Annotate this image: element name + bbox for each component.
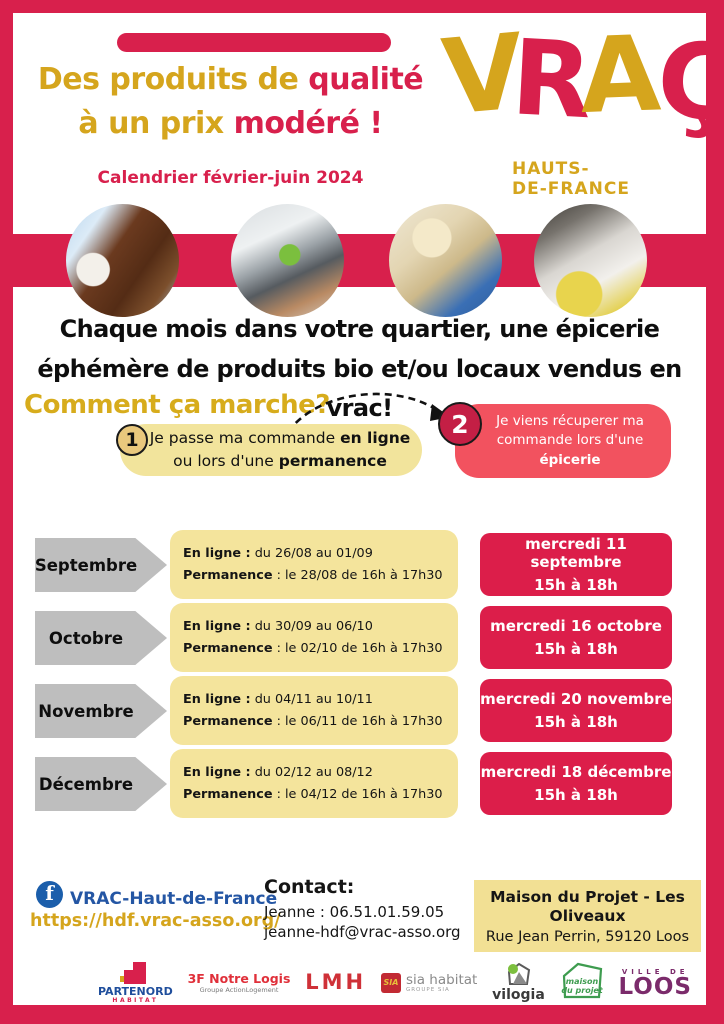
logo-3f-notre-logis: 3F Notre Logis Groupe ActionLogement (187, 970, 291, 995)
order-info-box: En ligne : du 26/08 au 01/09 Permanence … (170, 530, 458, 599)
month-label-arrow: Septembre (35, 538, 167, 592)
decorative-red-pill (117, 33, 391, 52)
contact-email[interactable]: jeanne-hdf@vrac-asso.org (264, 923, 461, 942)
epicerie-date-box: mercredi 11 septembre 15h à 18h (480, 533, 672, 596)
calendar-row-decembre: Décembre En ligne : du 02/12 au 08/12 Pe… (35, 749, 675, 818)
epicerie-date-box: mercredi 16 octobre 15h à 18h (480, 606, 672, 669)
logo-partenord-habitat: PARTENORD HABITAT (98, 961, 173, 1005)
page-title: Des produits de qualité à un prix modéré… (18, 58, 443, 145)
photo-oil-pouring (534, 204, 647, 317)
frame-left-bar (0, 0, 13, 1024)
step1-number-badge: 1 (116, 424, 148, 456)
logo-maison-du-projet: maison du projet (560, 962, 604, 1004)
calendar-table: Septembre En ligne : du 26/08 au 01/09 P… (35, 530, 675, 822)
frame-top-bar (0, 0, 724, 13)
contact-heading: Contact: (264, 876, 355, 898)
calendar-row-novembre: Novembre En ligne : du 04/11 au 10/11 Pe… (35, 676, 675, 745)
photo-green-funnel-refill (231, 204, 344, 317)
logo-ville-de-loos: VILLE DE LOOS (618, 967, 692, 1000)
svg-text:du projet: du projet (561, 986, 604, 995)
logo-sia-habitat: SIA sia habitat GROUPE SIA (380, 972, 477, 994)
address-box: Maison du Projet - Les Oliveaux Rue Jean… (474, 880, 701, 952)
logo-vilogia: vilogia (492, 962, 545, 1004)
how-it-works-heading: Comment ça marche? (24, 390, 330, 420)
frame-right-bar (706, 0, 724, 1024)
contact-block: Contact: Jeanne : 06.51.01.59.05 jeanne-… (264, 876, 461, 943)
partner-logos-row: PARTENORD HABITAT 3F Notre Logis Groupe … (98, 958, 692, 1008)
website-link[interactable]: https://hdf.vrac-asso.org/ (30, 911, 281, 931)
step1-bubble: Je passe ma commande en ligne ou lors d'… (120, 424, 422, 476)
order-info-box: En ligne : du 30/09 au 06/10 Permanence … (170, 603, 458, 672)
maison-du-projet-house-icon: maison du projet (561, 963, 604, 999)
calendar-row-octobre: Octobre En ligne : du 30/09 au 06/10 Per… (35, 603, 675, 672)
vrac-region-label: HAUTS- DE-FRANCE (512, 159, 630, 199)
epicerie-date-box: mercredi 18 décembre 15h à 18h (480, 752, 672, 815)
order-info-box: En ligne : du 02/12 au 08/12 Permanence … (170, 749, 458, 818)
epicerie-date-box: mercredi 20 novembre 15h à 18h (480, 679, 672, 742)
facebook-page-link[interactable]: VRAC-Haut-de-France (70, 889, 278, 909)
calendar-row-septembre: Septembre En ligne : du 26/08 au 01/09 P… (35, 530, 675, 599)
logo-lmh: LMH (305, 970, 367, 995)
vrac-logo: VRAÇ (437, 11, 724, 145)
title-line-1: Des produits de qualité (37, 62, 424, 97)
svg-text:maison: maison (565, 977, 598, 986)
contact-phone: Jeanne : 06.51.01.59.05 (264, 903, 445, 921)
building-icon (120, 961, 150, 984)
order-info-box: En ligne : du 04/11 au 10/11 Permanence … (170, 676, 458, 745)
month-label-arrow: Décembre (35, 757, 167, 811)
photo-hand-picking-dates (66, 204, 179, 317)
title-line-2: à un prix modéré ! (78, 105, 383, 141)
calendar-subtitle: Calendrier février-juin 2024 (97, 168, 364, 188)
facebook-icon[interactable]: f (36, 881, 63, 908)
frame-bottom-bar (0, 1005, 724, 1024)
sia-square-icon: SIA (380, 972, 401, 993)
month-label-arrow: Octobre (35, 611, 167, 665)
photo-bulk-grain-bags (389, 204, 502, 317)
month-label-arrow: Novembre (35, 684, 167, 738)
intro-text: Chaque mois dans votre quartier, une épi… (37, 315, 682, 423)
vilogia-house-icon (508, 962, 531, 985)
step2-number-badge: 2 (438, 402, 482, 446)
step2-bubble: Je viens récuperer ma commande lors d'un… (455, 404, 671, 478)
